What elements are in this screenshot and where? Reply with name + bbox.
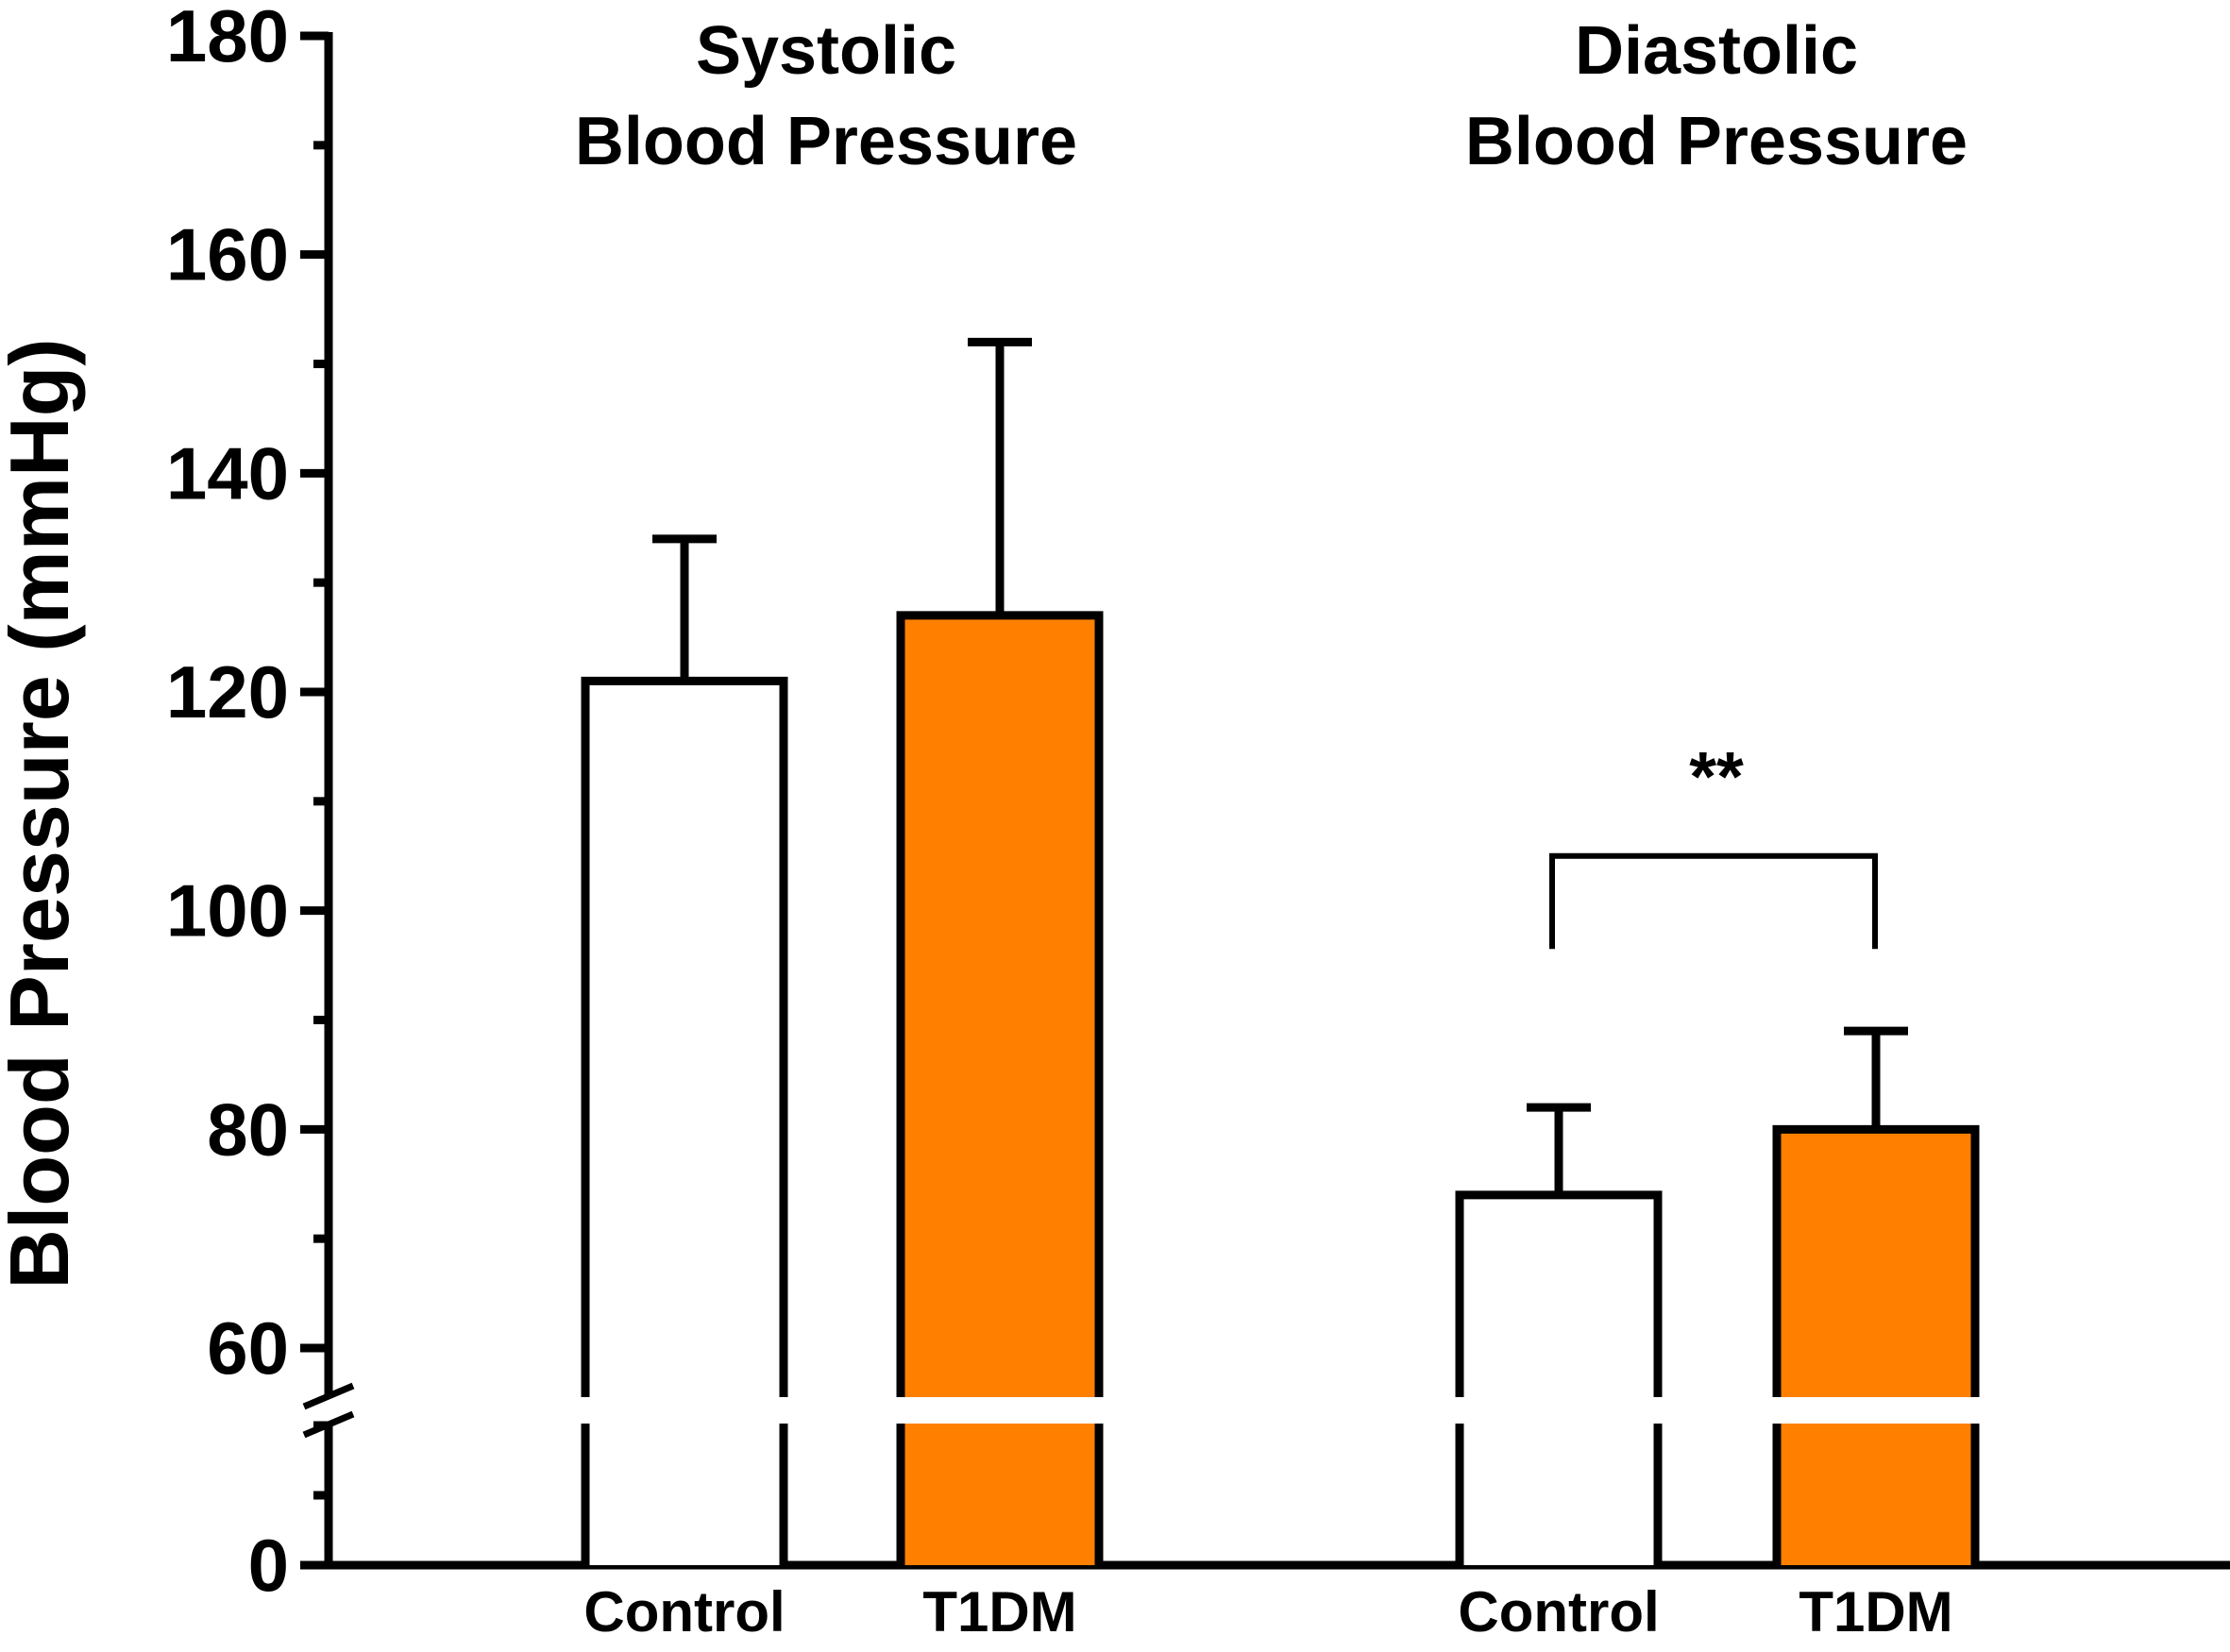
significance-bracket <box>1549 852 1878 950</box>
bar-diastolic-control-lower <box>1460 1424 1658 1565</box>
group-title-systolic-line2: Blood Pressure <box>575 104 1077 179</box>
y-tick-label: 60 <box>207 1306 289 1390</box>
y-tick-label: 120 <box>166 650 289 733</box>
y-tick-label: 80 <box>207 1087 289 1171</box>
category-label-systolic-control: Control <box>583 1580 785 1644</box>
group-title-diastolic-line2: Blood Pressure <box>1465 104 1968 179</box>
y-tick-label: 0 <box>248 1524 289 1607</box>
category-label-diastolic-control: Control <box>1458 1580 1659 1644</box>
y-tick-label: 180 <box>166 0 289 77</box>
significance-label: ** <box>1689 737 1744 816</box>
group-title-systolic-line1: Systolic <box>696 13 956 89</box>
bar-diastolic-t1dm <box>1777 1129 1975 1397</box>
bar-systolic-t1dm-lower <box>901 1424 1099 1565</box>
y-tick-label: 140 <box>166 431 289 514</box>
category-label-diastolic-t1dm: T1DM <box>1799 1580 1952 1644</box>
bar-diastolic-t1dm-lower <box>1777 1424 1975 1565</box>
y-axis-label: Blood Pressure (mmHg) <box>0 338 86 1289</box>
bar-systolic-control-lower <box>585 1424 784 1565</box>
y-tick-label: 100 <box>166 869 289 952</box>
bar-diastolic-control <box>1460 1194 1658 1397</box>
bar-systolic-control <box>585 681 784 1397</box>
category-label-systolic-t1dm: T1DM <box>922 1580 1076 1644</box>
chart-marks: 0 60 80 100 120 140 160 180 <box>166 0 2230 1607</box>
axis-break-mark <box>302 1382 355 1410</box>
bar-systolic-t1dm <box>901 615 1099 1397</box>
y-tick-label: 160 <box>166 213 289 296</box>
group-title-diastolic-line1: Diastolic <box>1575 13 1858 89</box>
